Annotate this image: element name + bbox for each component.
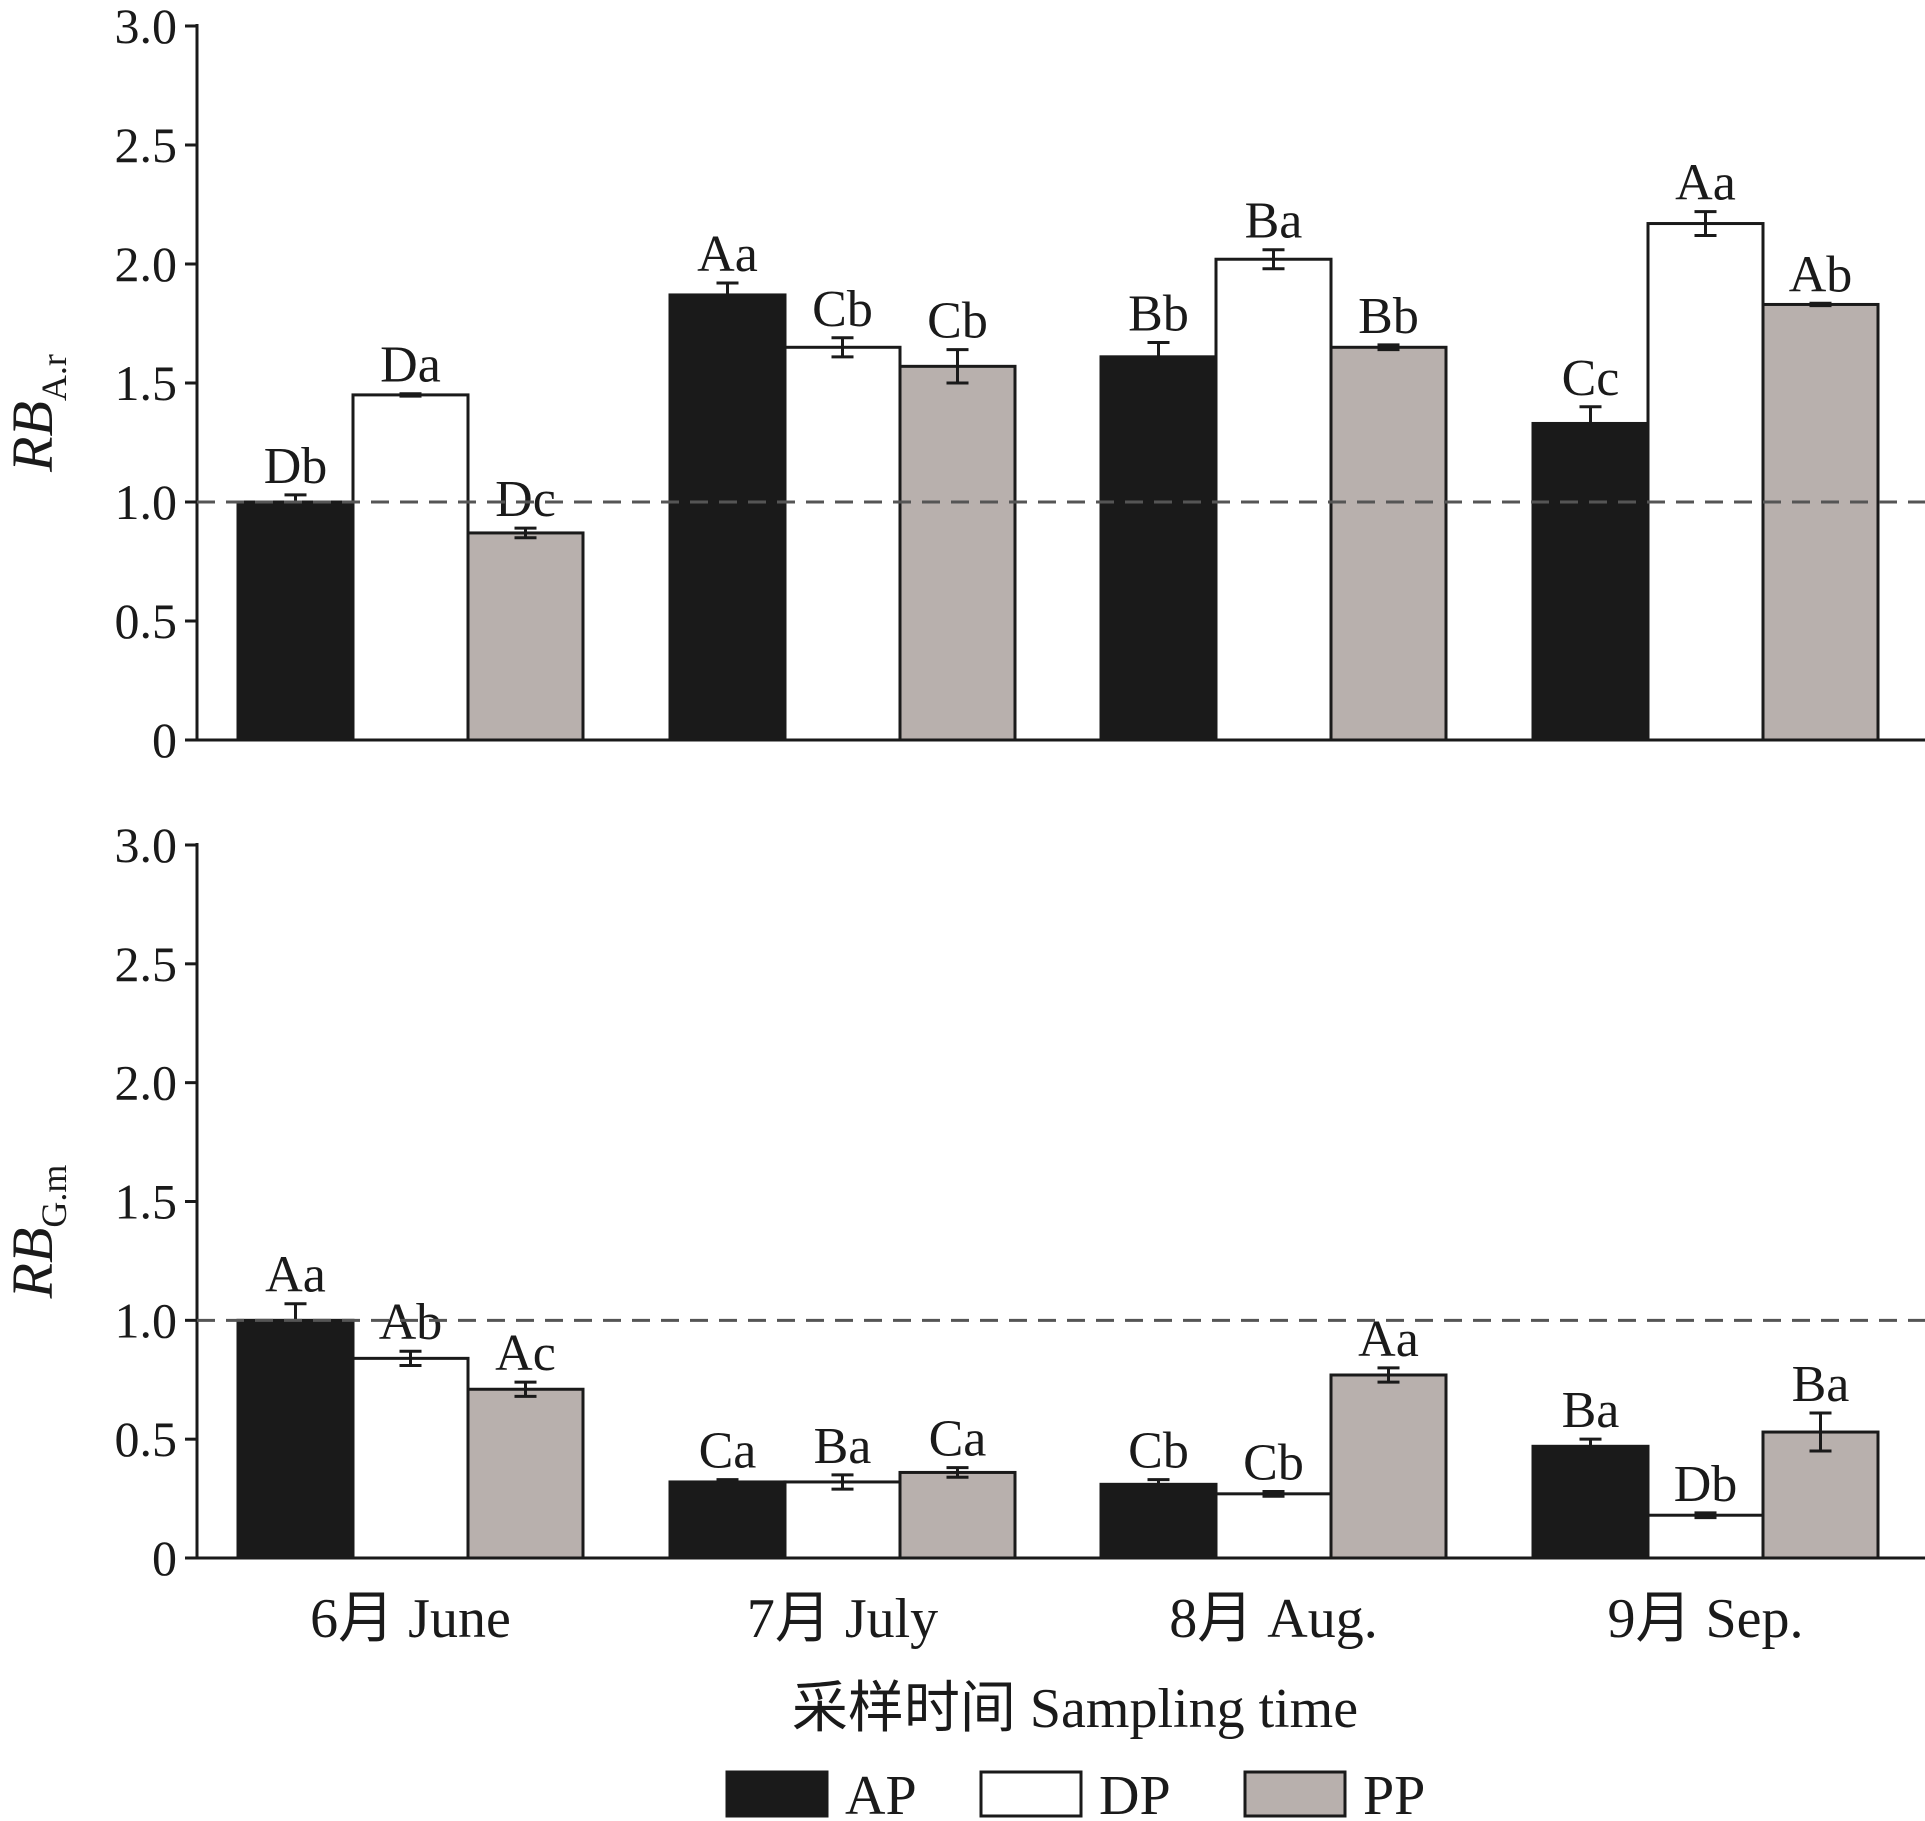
x-tick-label: 6月 June [310, 1588, 511, 1650]
legend-label-pp: PP [1363, 1765, 1425, 1821]
y-axis-title: RBG.m [0, 1165, 74, 1300]
bar-ap-4 [1531, 421, 1650, 742]
y-tick-label: 1.5 [115, 355, 178, 411]
bar-dp-3 [1214, 1492, 1333, 1560]
x-tick-label: 7月 July [747, 1588, 938, 1650]
bar-ap-2 [668, 1480, 787, 1560]
bar-pp-4 [1761, 302, 1880, 742]
bar-pp-3 [1329, 345, 1448, 742]
significance-label: Cb [1128, 1423, 1189, 1480]
bar-pp-3 [1329, 1373, 1448, 1560]
significance-label: Ac [495, 1325, 556, 1382]
significance-label: Aa [1675, 155, 1736, 212]
y-tick-label: 0 [152, 712, 177, 768]
bar-dp-2 [783, 1480, 902, 1560]
bar-dp-1 [351, 1356, 470, 1560]
significance-label: Ba [1245, 193, 1303, 250]
legend-swatch-ap [725, 1770, 829, 1818]
bar-pp-2 [898, 1470, 1017, 1560]
significance-label: Dc [495, 471, 556, 528]
x-tick-label: 9月 Sep. [1608, 1588, 1804, 1650]
legend: AP DP PP [725, 1765, 1425, 1821]
significance-label: Aa [697, 226, 758, 283]
bar-pp-4 [1761, 1430, 1880, 1560]
y-tick-label: 2.5 [115, 117, 178, 173]
y-tick-label: 1.0 [115, 1292, 178, 1348]
significance-label: Cb [812, 281, 873, 338]
y-tick-label: 0.5 [115, 593, 178, 649]
y-tick-label: 2.5 [115, 936, 178, 992]
significance-label: Aa [265, 1247, 326, 1304]
y-axis-title-main: RB [0, 401, 65, 473]
significance-label: Ab [379, 1294, 443, 1351]
y-axis-title-sub: A.r [34, 354, 74, 401]
significance-label: Bb [1128, 286, 1189, 343]
legend-swatch-pp [1243, 1770, 1347, 1818]
significance-label: Ca [929, 1411, 987, 1468]
significance-label: Bb [1358, 288, 1419, 345]
y-tick-label: 1.0 [115, 474, 178, 530]
bar-pp-2 [898, 364, 1017, 742]
significance-label: Ba [1562, 1382, 1620, 1439]
bar-pp-1 [466, 531, 585, 742]
panel-2: 0 0.5 1.0 1.5 2.0 2.5 3.0 RBG.m Aa Ca Cb Ba Ab Ba Cb Db… [0, 817, 1925, 1586]
significance-label: Cc [1562, 350, 1620, 407]
y-tick-label: 3.0 [115, 0, 178, 54]
significance-label: Da [380, 337, 441, 394]
panel-1: 0 0.5 1.0 1.5 2.0 2.5 3.0 RBA.r Db Aa Bb Cc Da Cb Ba Aa… [0, 0, 1925, 768]
x-tick-labels: 6月 June 7月 July 8月 Aug. 9月 Sep. [310, 1588, 1803, 1650]
y-axis-title-sub: G.m [34, 1165, 74, 1228]
y-tick-label: 1.5 [115, 1174, 178, 1230]
significance-label: Db [264, 438, 328, 495]
bar-dp-2 [783, 345, 902, 742]
bar-ap-1 [236, 500, 355, 742]
legend-label-ap: AP [845, 1765, 917, 1821]
x-axis-title: 采样时间 Sampling time [792, 1678, 1358, 1740]
significance-label: Ab [1789, 246, 1853, 303]
significance-label: Db [1674, 1456, 1738, 1513]
y-axis-title: RBA.r [0, 354, 74, 473]
significance-label: Cb [1243, 1434, 1304, 1491]
significance-label: Cb [927, 293, 988, 350]
y-tick-label: 3.0 [115, 817, 178, 873]
bar-ap-4 [1531, 1444, 1650, 1560]
y-tick-label: 0 [152, 1530, 177, 1586]
legend-swatch-dp [979, 1770, 1083, 1818]
legend-label-dp: DP [1099, 1765, 1171, 1821]
bar-ap-3 [1099, 355, 1218, 742]
y-tick-label: 2.0 [115, 236, 178, 292]
bar-ap-2 [668, 293, 787, 742]
x-tick-label: 8月 Aug. [1169, 1588, 1377, 1650]
bar-ap-1 [236, 1318, 355, 1560]
y-axis-title-main: RB [0, 1228, 65, 1300]
significance-label: Ca [699, 1423, 757, 1480]
bar-pp-1 [466, 1387, 585, 1560]
y-tick-label: 0.5 [115, 1411, 178, 1467]
bar-dp-3 [1214, 257, 1333, 742]
significance-label: Ba [814, 1418, 872, 1475]
significance-label: Ba [1792, 1356, 1850, 1413]
bar-ap-3 [1099, 1482, 1218, 1560]
bar-dp-4 [1646, 222, 1765, 742]
y-tick-label: 2.0 [115, 1055, 178, 1111]
bar-dp-4 [1646, 1513, 1765, 1560]
bar-dp-1 [351, 393, 470, 742]
